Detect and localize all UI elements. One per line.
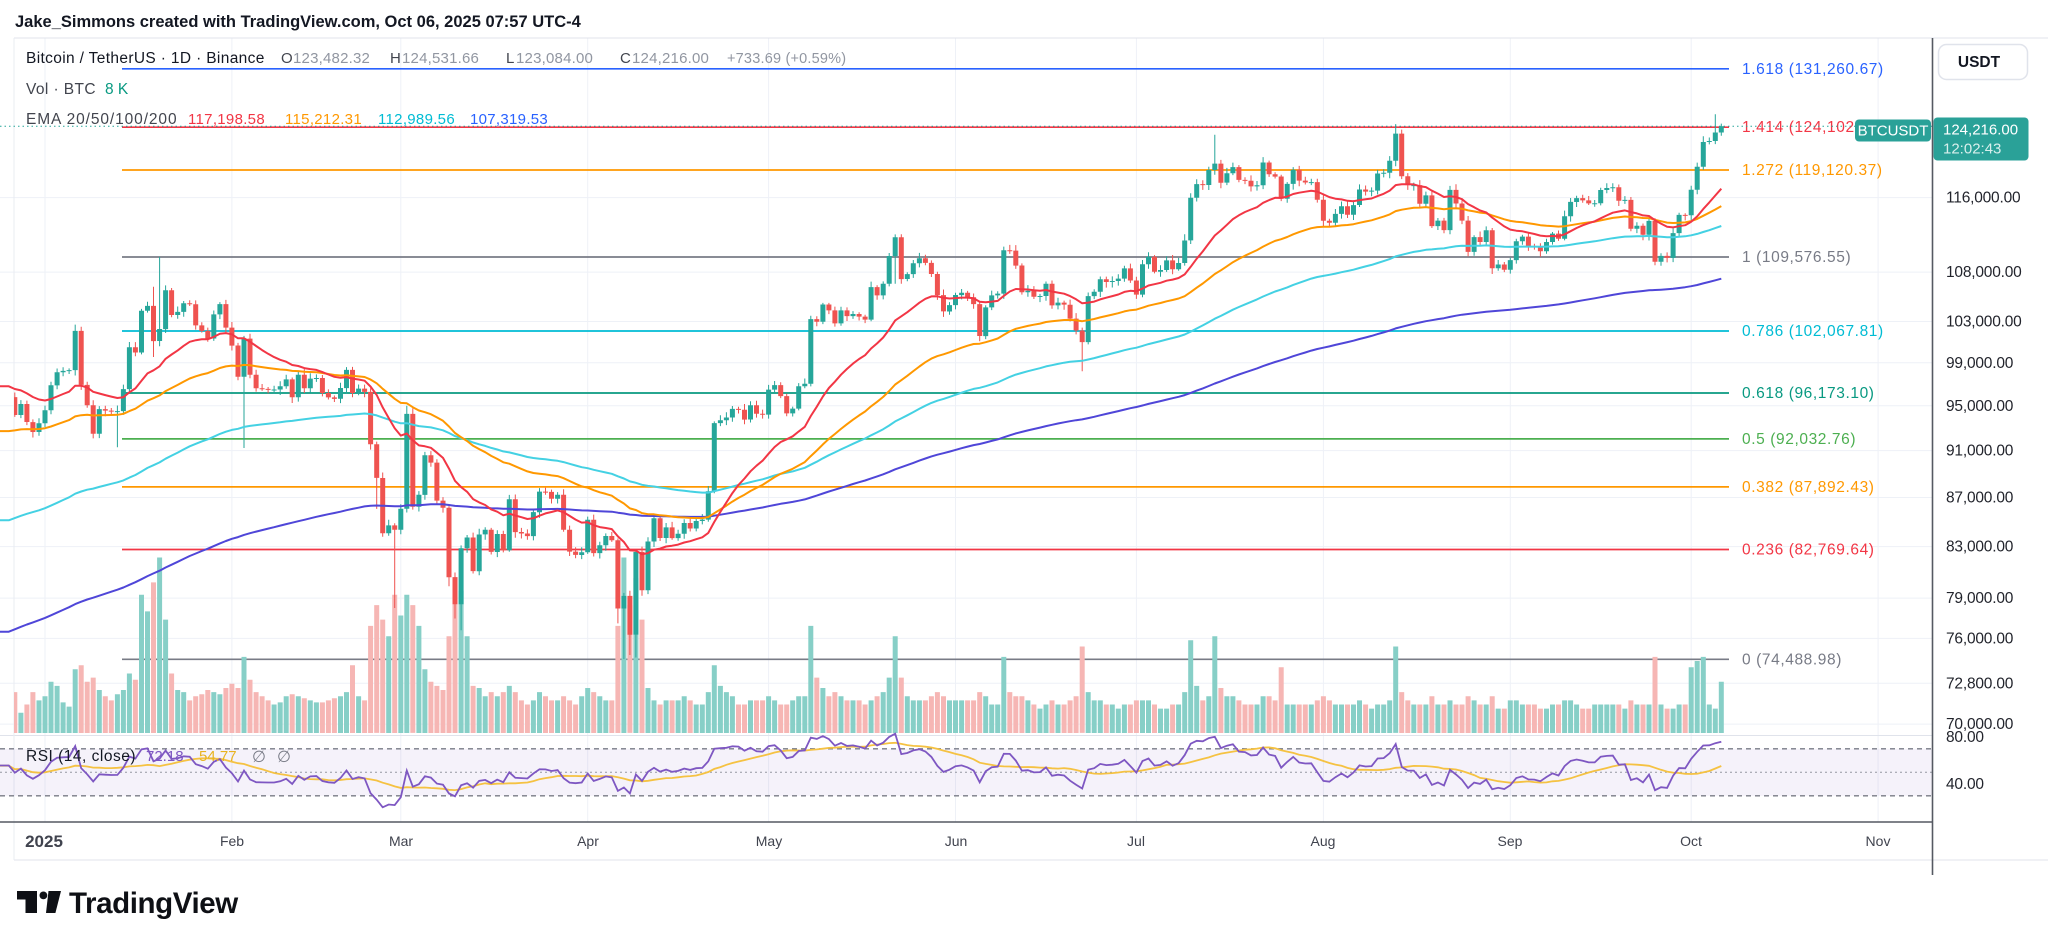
svg-text:0 (74,488.98): 0 (74,488.98) bbox=[1742, 651, 1842, 668]
svg-text:80.00: 80.00 bbox=[1946, 729, 1984, 746]
svg-text:0.5 (92,032.76): 0.5 (92,032.76) bbox=[1742, 431, 1856, 448]
svg-text:83,000.00: 83,000.00 bbox=[1946, 539, 2014, 556]
svg-text:0.236 (82,769.64): 0.236 (82,769.64) bbox=[1742, 542, 1875, 559]
svg-text:116,000.00: 116,000.00 bbox=[1946, 190, 2021, 207]
svg-text:Nov: Nov bbox=[1866, 833, 1891, 849]
svg-text:91,000.00: 91,000.00 bbox=[1946, 443, 2014, 460]
svg-text:112,989.56: 112,989.56 bbox=[378, 111, 455, 128]
svg-text:Bitcoin / TetherUS · 1D · Bina: Bitcoin / TetherUS · 1D · Binance bbox=[26, 50, 265, 67]
svg-text:2025: 2025 bbox=[25, 832, 63, 851]
svg-text:∅: ∅ bbox=[277, 749, 291, 766]
svg-text:117,198.58: 117,198.58 bbox=[188, 111, 265, 128]
svg-text:76,000.00: 76,000.00 bbox=[1946, 630, 2014, 647]
svg-text:1.414 (124,102.80): 1.414 (124,102.80) bbox=[1742, 119, 1884, 136]
svg-text:Feb: Feb bbox=[220, 833, 244, 849]
svg-text:108,000.00: 108,000.00 bbox=[1946, 264, 2022, 281]
svg-text:40.00: 40.00 bbox=[1946, 776, 1984, 793]
svg-text:54.77: 54.77 bbox=[199, 748, 237, 765]
svg-text:L: L bbox=[506, 50, 515, 67]
svg-text:87,000.00: 87,000.00 bbox=[1946, 490, 2014, 507]
svg-text:USDT: USDT bbox=[1958, 54, 2001, 71]
svg-text:Apr: Apr bbox=[577, 833, 599, 849]
svg-text:103,000.00: 103,000.00 bbox=[1946, 314, 2022, 331]
svg-text:May: May bbox=[756, 833, 782, 849]
svg-text:1.272 (119,120.37): 1.272 (119,120.37) bbox=[1742, 162, 1883, 179]
svg-text:Sep: Sep bbox=[1498, 833, 1523, 849]
svg-text:Jake_Simmons created with Trad: Jake_Simmons created with TradingView.co… bbox=[15, 13, 582, 31]
svg-text:Mar: Mar bbox=[389, 833, 413, 849]
svg-text:95,000.00: 95,000.00 bbox=[1946, 398, 2014, 415]
svg-text:123,482.32: 123,482.32 bbox=[293, 50, 370, 67]
svg-text:79,000.00: 79,000.00 bbox=[1946, 590, 2014, 607]
svg-text:0.382 (87,892.43): 0.382 (87,892.43) bbox=[1742, 479, 1875, 496]
svg-text:Jun: Jun bbox=[945, 833, 968, 849]
svg-text:O: O bbox=[281, 50, 293, 67]
svg-text:Oct: Oct bbox=[1680, 833, 1702, 849]
svg-text:1.618 (131,260.67): 1.618 (131,260.67) bbox=[1742, 61, 1884, 78]
svg-text:Jul: Jul bbox=[1127, 833, 1145, 849]
svg-text:TradingView: TradingView bbox=[69, 887, 238, 920]
svg-text:99,000.00: 99,000.00 bbox=[1946, 355, 2014, 372]
svg-text:1 (109,576.55): 1 (109,576.55) bbox=[1742, 249, 1851, 266]
svg-text:EMA 20/50/100/200: EMA 20/50/100/200 bbox=[26, 111, 177, 128]
svg-text:115,212.31: 115,212.31 bbox=[285, 111, 362, 128]
svg-text:Aug: Aug bbox=[1311, 833, 1336, 849]
svg-text:124,531.66: 124,531.66 bbox=[402, 50, 479, 67]
svg-text:70,000.00: 70,000.00 bbox=[1946, 716, 2014, 733]
svg-text:123,084.00: 123,084.00 bbox=[516, 50, 593, 67]
svg-text:RSI (14, close): RSI (14, close) bbox=[26, 748, 136, 765]
svg-text:124,216.00: 124,216.00 bbox=[632, 50, 709, 67]
svg-text:Vol · BTC: Vol · BTC bbox=[26, 81, 96, 98]
svg-text:12:02:43: 12:02:43 bbox=[1943, 141, 2001, 158]
svg-text:107,319.53: 107,319.53 bbox=[470, 111, 548, 128]
svg-text:72.18: 72.18 bbox=[146, 748, 184, 765]
svg-text:0.618 (96,173.10): 0.618 (96,173.10) bbox=[1742, 385, 1875, 402]
svg-text:124,216.00: 124,216.00 bbox=[1943, 122, 2018, 139]
svg-text:72,800.00: 72,800.00 bbox=[1946, 675, 2014, 692]
svg-text:BTCUSDT: BTCUSDT bbox=[1858, 123, 1929, 140]
svg-text:C: C bbox=[620, 50, 631, 67]
svg-text:8 K: 8 K bbox=[105, 81, 129, 98]
svg-text:∅: ∅ bbox=[252, 749, 266, 766]
svg-text:H: H bbox=[390, 50, 401, 67]
svg-text:+733.69 (+0.59%): +733.69 (+0.59%) bbox=[727, 51, 846, 67]
svg-text:0.786 (102,067.81): 0.786 (102,067.81) bbox=[1742, 323, 1884, 340]
